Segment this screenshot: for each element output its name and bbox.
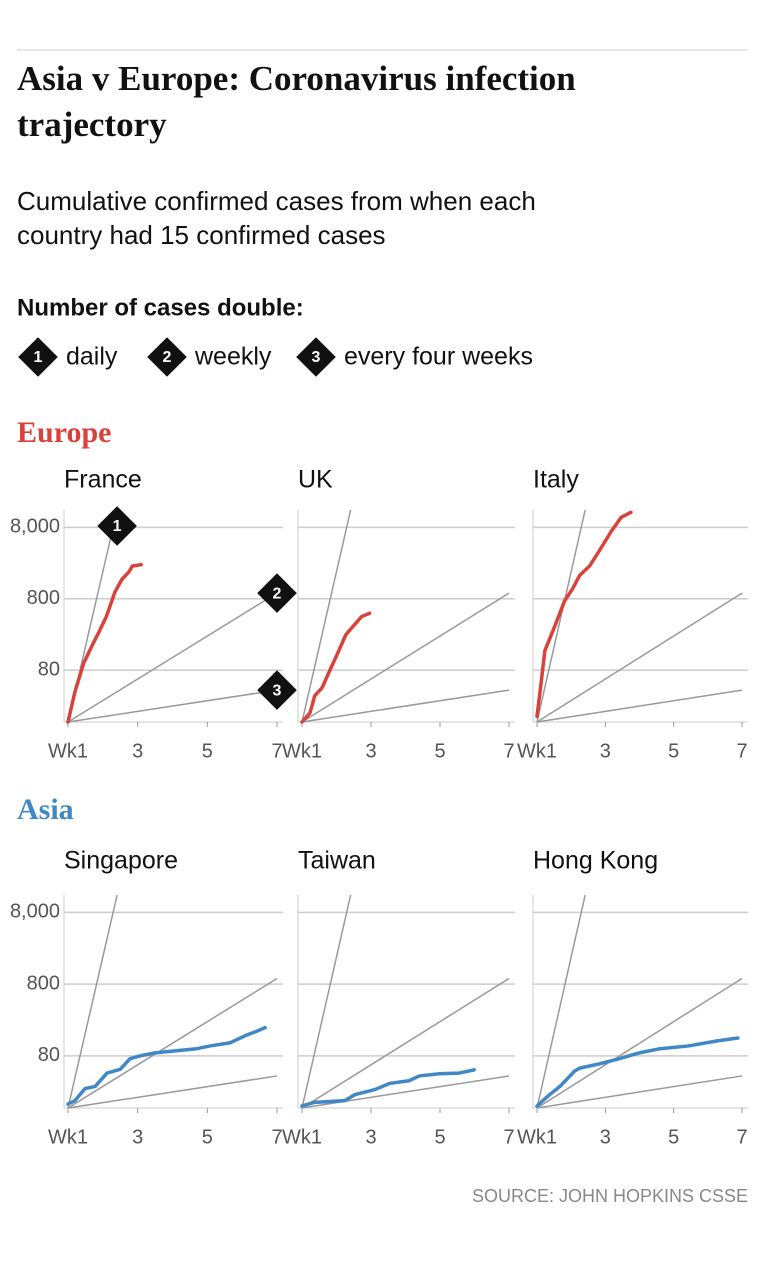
reference-line (301, 689, 510, 723)
y-tick-label: 8,000 (10, 516, 60, 538)
reference-line (67, 977, 278, 1109)
panel-title: France (64, 466, 142, 494)
diamond-label: 2 (163, 349, 172, 366)
x-tick-label: 5 (668, 740, 679, 762)
series-line (535, 1036, 740, 1108)
x-tick-label: 7 (736, 1126, 747, 1148)
y-tick-label: 800 (27, 972, 60, 994)
group-title: Asia (17, 793, 74, 826)
x-tick-label: 7 (503, 740, 514, 762)
x-tick-label: 5 (202, 1126, 213, 1148)
x-tick-label: 5 (434, 1126, 445, 1148)
panel-title: Singapore (64, 847, 178, 875)
x-tick-label: Wk1 (517, 740, 557, 762)
x-tick-label: 3 (132, 740, 143, 762)
reference-line (301, 509, 352, 723)
diamond-label: 1 (34, 349, 43, 366)
x-tick-label: 5 (202, 740, 213, 762)
x-tick-label: 3 (365, 1126, 376, 1148)
x-tick-label: 7 (736, 740, 747, 762)
panel-title: Italy (533, 466, 579, 494)
reference-line (67, 1075, 278, 1109)
legend-title: Number of cases double: (17, 294, 304, 321)
reference-line (536, 977, 743, 1109)
diamond-label: 2 (273, 585, 282, 602)
chart-title: Asia v Europe: Coronavirus infection (17, 59, 576, 98)
x-tick-label: 3 (132, 1126, 143, 1148)
x-tick-label: 7 (271, 740, 282, 762)
x-tick-label: 3 (600, 1126, 611, 1148)
x-tick-label: Wk1 (282, 740, 322, 762)
x-tick-label: Wk1 (48, 1126, 88, 1148)
series-line (300, 611, 372, 724)
reference-line (536, 689, 743, 723)
diamond-marker (257, 573, 297, 613)
reference-line (301, 977, 510, 1109)
reference-line (67, 894, 118, 1109)
diamond-marker (147, 337, 187, 377)
chart-title: trajectory (17, 105, 167, 144)
diamond-marker (97, 506, 137, 546)
diamond-label: 3 (312, 349, 321, 366)
reference-line (67, 592, 278, 723)
subtitle: country had 15 confirmed cases (17, 220, 386, 250)
x-tick-label: 5 (668, 1126, 679, 1148)
y-tick-label: 8,000 (10, 901, 60, 923)
legend-label: daily (66, 343, 118, 371)
series-line (66, 1025, 267, 1106)
series-line (66, 562, 143, 724)
panel-title: UK (298, 466, 333, 494)
source: SOURCE: JOHN HOPKINS CSSE (472, 1186, 748, 1206)
reference-line (536, 592, 743, 723)
x-tick-label: Wk1 (282, 1126, 322, 1148)
x-tick-label: 7 (271, 1126, 282, 1148)
x-tick-label: Wk1 (48, 740, 88, 762)
reference-line (301, 894, 352, 1109)
reference-line (301, 592, 510, 723)
legend-label: weekly (194, 343, 272, 371)
y-tick-label: 800 (27, 587, 60, 609)
y-tick-label: 80 (38, 1044, 60, 1066)
diamond-marker (257, 670, 297, 710)
series-line (535, 510, 633, 719)
reference-line (67, 689, 278, 723)
panel-title: Taiwan (298, 847, 376, 875)
diamond-label: 3 (273, 682, 282, 699)
legend-label: every four weeks (344, 343, 533, 371)
reference-line (536, 509, 586, 723)
panel-title: Hong Kong (533, 847, 658, 875)
diamond-label: 1 (113, 518, 122, 535)
group-title: Europe (17, 416, 111, 449)
diamond-marker (296, 337, 336, 377)
x-tick-label: Wk1 (517, 1126, 557, 1148)
reference-line (536, 894, 586, 1109)
x-tick-label: 7 (503, 1126, 514, 1148)
x-tick-label: 3 (600, 740, 611, 762)
subtitle: Cumulative confirmed cases from when eac… (17, 186, 536, 216)
reference-line (536, 1075, 743, 1109)
series-line (300, 1068, 476, 1108)
x-tick-label: 3 (365, 740, 376, 762)
y-tick-label: 80 (38, 658, 60, 680)
x-tick-label: 5 (434, 740, 445, 762)
